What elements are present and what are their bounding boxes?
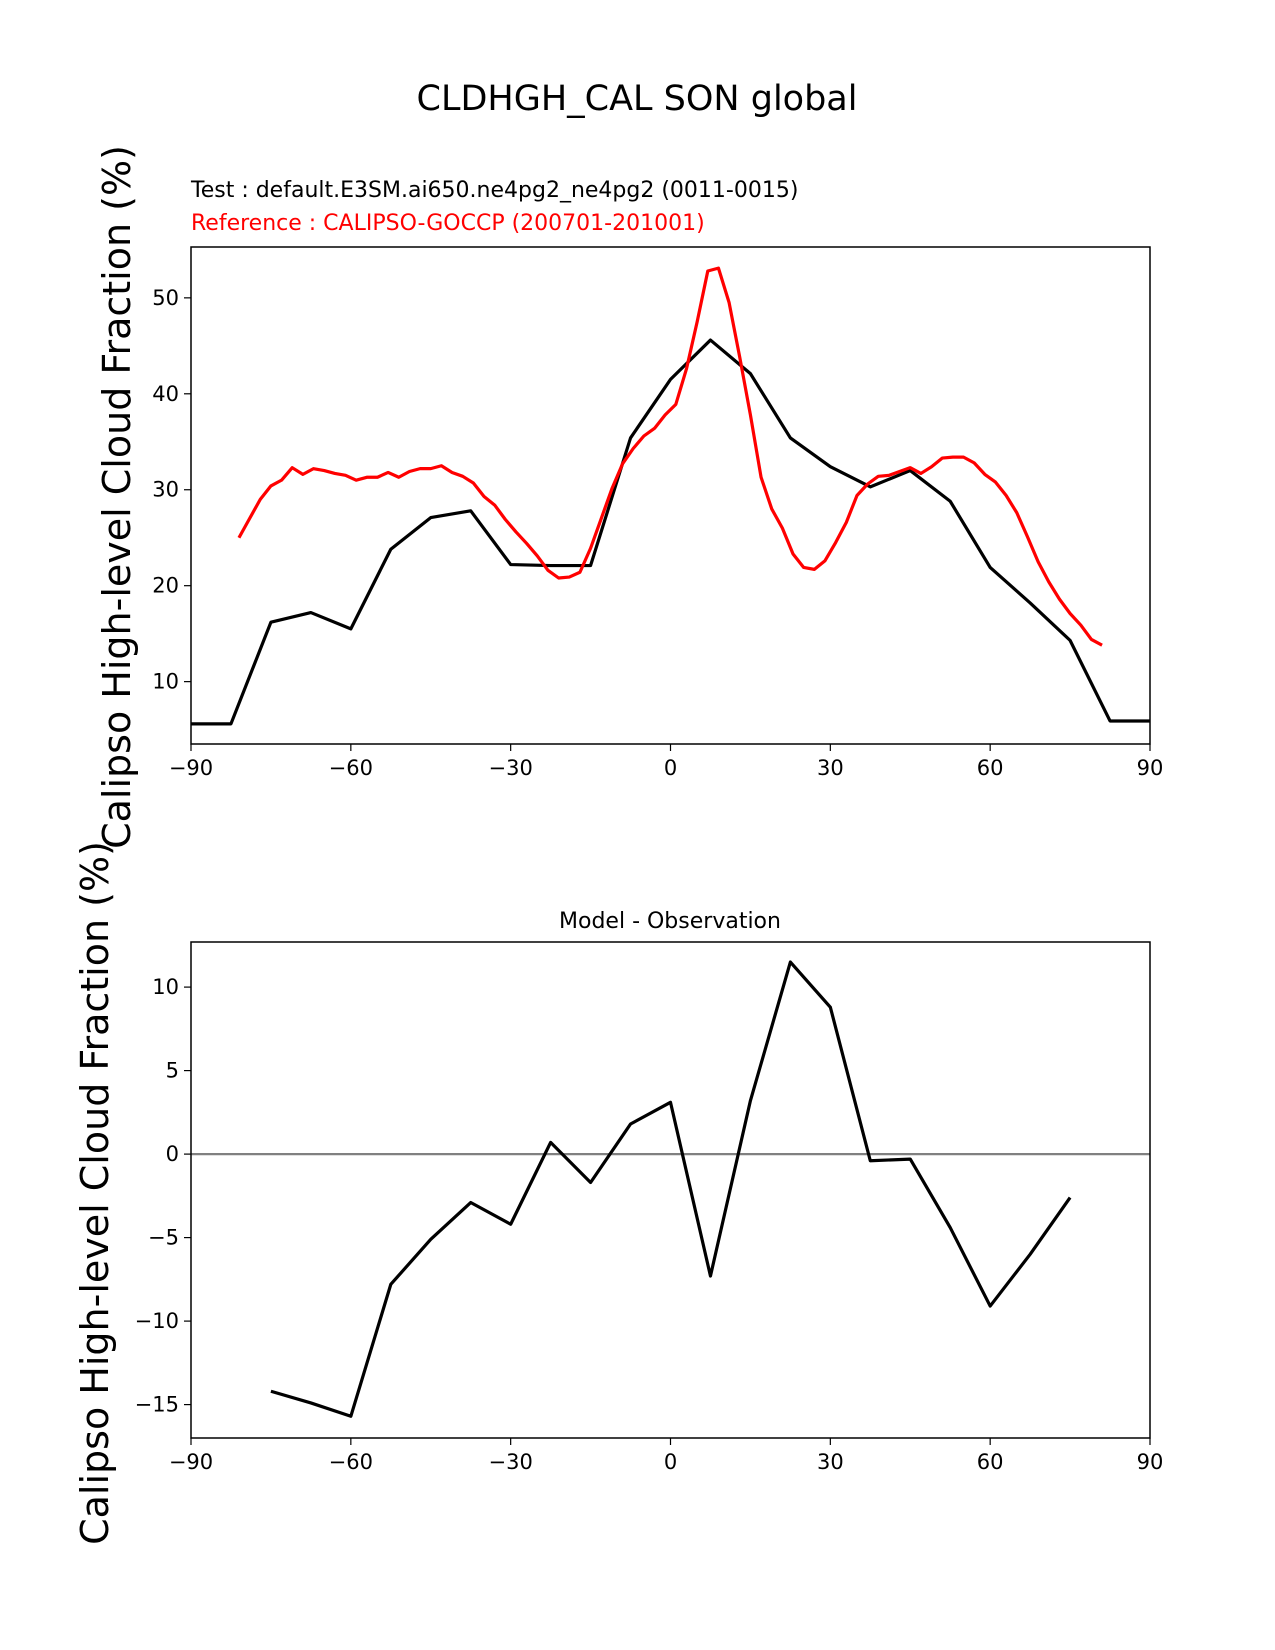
p1-xtick-label: 30 [817,1450,844,1474]
p1-ytick-label: 5 [166,1059,179,1083]
p1-xtick-label: 90 [1137,1450,1164,1474]
p0-ytick-label: 20 [152,574,179,598]
p0-ytick-label: 10 [152,670,179,694]
test-label: Test : default.E3SM.ai650.ne4pg2_ne4pg2 … [190,178,798,203]
ylabel-lower: Calipso High-level Cloud Fraction (%) [73,841,117,1545]
p1-xtick-label: 0 [664,1450,677,1474]
p0-xtick-label: −90 [169,756,213,780]
p0-xtick-label: −60 [329,756,373,780]
p0-xtick-label: 60 [977,756,1004,780]
p0-series-test [191,338,1150,726]
difference-title: Model - Observation [559,909,781,934]
p0-xtick-label: 0 [664,756,677,780]
p0-ytick-label: 50 [152,286,179,310]
lower-plot-frame [190,941,1151,1439]
p1-ytick-label: −10 [135,1309,179,1333]
p1-xtick-label: −90 [169,1450,213,1474]
figure-suptitle: CLDHGH_CAL SON global [417,79,858,119]
p1-ytick-label: −5 [148,1226,179,1250]
p0-ytick-label: 40 [152,382,179,406]
p1-series-model-observation [270,960,1072,1418]
p1-xtick-label: −60 [329,1450,373,1474]
p1-ytick-label: −15 [135,1393,179,1417]
lower-panel: Model - Observation −90 −60 −30 0 30 60 90 10 5 0… [135,909,1164,1474]
upper-plot-frame [190,246,1151,745]
p1-ytick-label: 10 [152,975,179,999]
upper-panel: Test : default.E3SM.ai650.ne4pg2_ne4pg2 … [152,178,1163,780]
p1-xtick-label: −30 [489,1450,533,1474]
p1-ytick-label: 0 [166,1142,179,1166]
p0-xtick-label: 30 [817,756,844,780]
p0-ytick-label: 30 [152,478,179,502]
ylabel-upper: Calipso High-level Cloud Fraction (%) [95,145,139,849]
reference-label: Reference : CALIPSO-GOCCP (200701-201001… [191,211,705,236]
p0-series-reference [237,266,1103,647]
p1-xtick-label: 60 [977,1450,1004,1474]
p0-xtick-label: −30 [489,756,533,780]
p0-xtick-label: 90 [1137,756,1164,780]
